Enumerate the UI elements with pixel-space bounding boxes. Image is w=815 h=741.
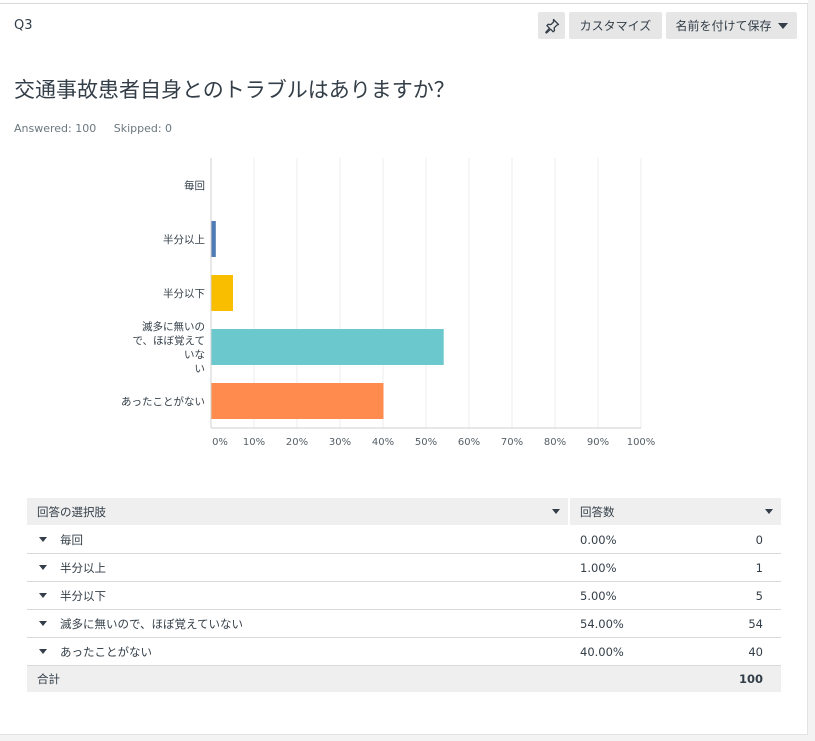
total-count: 100 — [738, 672, 763, 686]
customize-button[interactable]: カスタマイズ — [569, 12, 662, 39]
choice-cell: 毎回 — [27, 526, 570, 553]
question-card — [0, 3, 808, 735]
x-tick-label: 70% — [501, 437, 523, 448]
chevron-down-icon[interactable] — [39, 565, 47, 570]
choice-cell: あったことがない — [27, 638, 570, 665]
table-row: 毎回 0.00% 0 — [27, 526, 781, 554]
chevron-down-icon[interactable] — [39, 537, 47, 542]
y-category-label: 半分以下 — [163, 287, 205, 300]
response-stats: Answered: 100 Skipped: 0 — [14, 122, 186, 135]
skipped-count: Skipped: 0 — [113, 122, 173, 135]
count-cell: 0.00% 0 — [570, 526, 781, 553]
bar — [211, 383, 384, 419]
x-tick-label: 100% — [627, 437, 656, 448]
bar-chart: 0% 10% 20% 30% 40% 50% 60% 70% 80% 90% 100% 毎回半分以上半… — [121, 158, 656, 448]
page-edge — [808, 0, 815, 741]
header-count[interactable]: 回答数 — [570, 498, 781, 525]
customize-label: カスタマイズ — [579, 19, 652, 33]
pin-icon — [544, 18, 559, 34]
x-tick-label: 20% — [286, 437, 308, 448]
x-tick-label: 80% — [544, 437, 566, 448]
choice-cell: 半分以下 — [27, 582, 570, 609]
chevron-down-icon[interactable] — [39, 649, 47, 654]
header-choice-label: 回答の選択肢 — [37, 504, 106, 519]
save-as-button[interactable]: 名前を付けて保存 — [666, 12, 797, 39]
chevron-down-icon[interactable] — [39, 621, 47, 626]
y-category-label: 毎回 — [184, 179, 205, 192]
total-label: 合計 — [37, 672, 60, 686]
answered-count: Answered: 100 — [14, 122, 97, 135]
total-cell: 100 — [570, 666, 781, 692]
choice-count: 1 — [755, 560, 763, 575]
x-tick-label: 10% — [243, 437, 265, 448]
count-cell: 54.00% 54 — [570, 610, 781, 637]
table-header: 回答の選択肢 回答数 — [27, 498, 781, 526]
x-tick-label: 50% — [415, 437, 437, 448]
choice-percent: 40.00% — [580, 644, 624, 659]
choice-label: 半分以上 — [60, 560, 106, 575]
chevron-down-icon[interactable] — [552, 509, 560, 514]
choice-label: 毎回 — [60, 532, 83, 547]
table-row: 滅多に無いので、ほぼ覚えていない 54.00% 54 — [27, 610, 781, 638]
choice-label: あったことがない — [60, 644, 152, 659]
save-label: 名前を付けて保存 — [675, 19, 772, 33]
header-count-label: 回答数 — [580, 504, 615, 519]
page-edge-bottom — [0, 735, 815, 741]
chevron-down-icon[interactable] — [39, 593, 47, 598]
y-category-label: 半分以上 — [163, 233, 205, 246]
choice-count: 40 — [748, 644, 763, 659]
x-tick-label: 30% — [329, 437, 351, 448]
choice-percent: 1.00% — [580, 560, 617, 575]
table-total-row: 合計 100 — [27, 666, 781, 692]
x-tick-label: 60% — [458, 437, 480, 448]
choice-percent: 54.00% — [580, 616, 624, 631]
header-choice[interactable]: 回答の選択肢 — [27, 498, 570, 525]
bar — [211, 221, 216, 257]
bar — [211, 275, 233, 311]
count-cell: 5.00% 5 — [570, 582, 781, 609]
x-tick-label: 90% — [587, 437, 609, 448]
table-row: 半分以上 1.00% 1 — [27, 554, 781, 582]
choice-cell: 滅多に無いので、ほぼ覚えていない — [27, 610, 570, 637]
choice-label: 半分以下 — [60, 588, 106, 603]
question-title: 交通事故患者自身とのトラブルはありますか？ — [14, 78, 455, 102]
y-category-label: あったことがない — [121, 395, 205, 408]
table-row: あったことがない 40.00% 40 — [27, 638, 781, 666]
count-cell: 40.00% 40 — [570, 638, 781, 665]
x-tick-label: 40% — [372, 437, 394, 448]
choice-percent: 0.00% — [580, 532, 617, 547]
chevron-down-icon — [777, 22, 788, 29]
choice-count: 0 — [755, 532, 763, 547]
choice-percent: 5.00% — [580, 588, 617, 603]
x-tick-label: 0% — [212, 437, 228, 448]
table-row: 半分以下 5.00% 5 — [27, 582, 781, 610]
count-cell: 1.00% 1 — [570, 554, 781, 581]
pin-button[interactable] — [538, 12, 565, 39]
bar — [211, 329, 444, 365]
choice-cell: 半分以上 — [27, 554, 570, 581]
choice-count: 5 — [755, 588, 763, 603]
chevron-down-icon[interactable] — [765, 509, 773, 514]
y-category-label: 滅多に無いので、ほぼ覚えていない — [132, 320, 205, 375]
question-number: Q3 — [14, 18, 33, 33]
results-table: 回答の選択肢 回答数 毎回 0.00% 0 半分以上 1.00% 1 半分以下 5.00% 5 滅… — [27, 498, 781, 692]
choice-label: 滅多に無いので、ほぼ覚えていない — [60, 616, 243, 631]
choice-count: 54 — [748, 616, 763, 631]
